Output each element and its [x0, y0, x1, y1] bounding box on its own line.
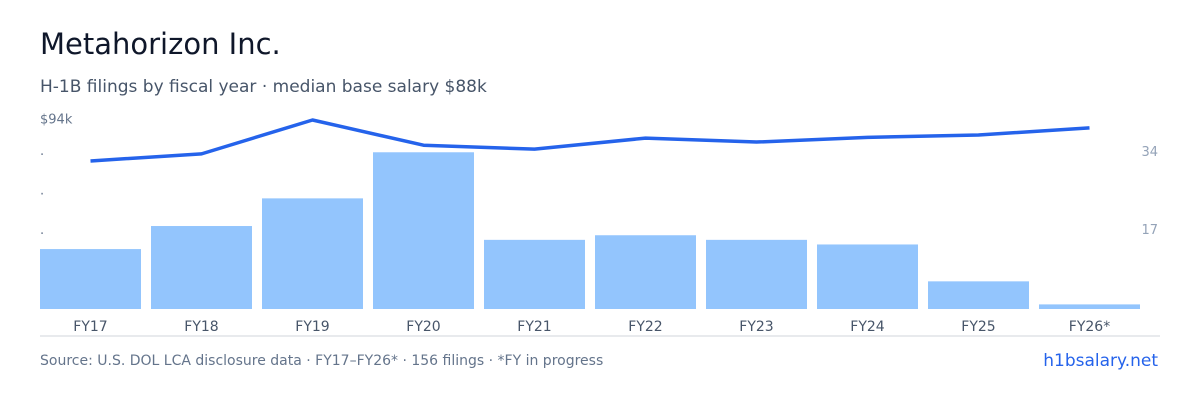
- y-tick-label: $94k: [40, 113, 73, 128]
- x-tick-label: FY26*: [1069, 319, 1110, 335]
- x-tick-label: FY18: [184, 319, 218, 335]
- x-tick-label: FY23: [739, 319, 773, 335]
- x-tick-label: FY21: [517, 319, 551, 335]
- bar: [1039, 304, 1140, 309]
- x-tick-label: FY20: [406, 319, 440, 335]
- bar: [706, 239, 807, 309]
- bar: [484, 239, 585, 309]
- chart-subtitle: H-1B filings by fiscal year · median bas…: [40, 77, 487, 97]
- bar: [373, 152, 474, 309]
- x-tick-label: FY19: [295, 319, 329, 335]
- bar: [595, 235, 696, 309]
- y2-tick-label: 34: [1141, 145, 1158, 160]
- x-tick-label: FY25: [961, 319, 995, 335]
- brand-link[interactable]: h1bsalary.net: [1043, 351, 1158, 371]
- x-tick-label: FY17: [73, 319, 107, 335]
- bar: [928, 281, 1029, 309]
- bar: [40, 249, 141, 309]
- bar: [151, 226, 252, 309]
- chart-title: Metahorizon Inc.: [40, 27, 281, 61]
- y-tick-label: .: [40, 183, 44, 198]
- y-tick-label: .: [40, 144, 44, 159]
- bar: [262, 198, 363, 309]
- source-note: Source: U.S. DOL LCA disclosure data · F…: [40, 353, 603, 369]
- bar: [817, 244, 918, 309]
- y-tick-label: .: [40, 223, 44, 238]
- y2-tick-label: 17: [1141, 223, 1158, 238]
- line: [90, 118, 1090, 163]
- x-tick-label: FY24: [850, 319, 885, 335]
- x-tick-label: FY22: [628, 319, 662, 335]
